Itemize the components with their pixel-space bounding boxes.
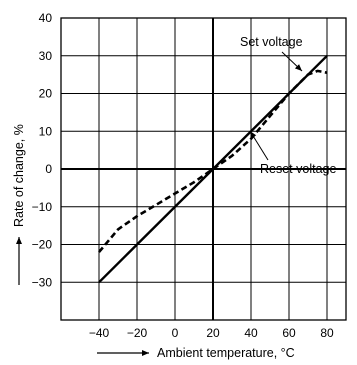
y-tick-label: 0: [45, 162, 52, 176]
x-tick-label: −40: [89, 326, 110, 340]
x-tick-label: 40: [244, 326, 258, 340]
annotation-set-voltage-leader: [281, 51, 303, 72]
y-tick-label: 40: [39, 11, 53, 25]
x-tick-label: 60: [282, 326, 296, 340]
x-tick-label: 20: [206, 326, 220, 340]
x-tick-label: −20: [127, 326, 148, 340]
y-tick-label: −30: [32, 275, 53, 289]
axis-titles: Ambient temperature, °C Rate of change, …: [12, 124, 295, 360]
series-layer: [98, 54, 328, 284]
x-tick-label: 80: [320, 326, 334, 340]
x-tick-label: 0: [172, 326, 179, 340]
annotation-reset-voltage-leader: [249, 130, 269, 161]
series-line-reset-voltage: [98, 69, 328, 253]
annotations: Set voltage Reset voltage: [240, 35, 336, 176]
y-tick-label: 20: [39, 87, 53, 101]
annotation-set-voltage: Set voltage: [240, 35, 303, 49]
y-tick-label: 10: [39, 124, 53, 138]
x-axis-title: Ambient temperature, °C: [157, 346, 295, 360]
y-tick-label: −10: [32, 200, 53, 214]
annotation-reset-voltage: Reset voltage: [260, 162, 336, 176]
y-axis-title: Rate of change, %: [12, 124, 26, 227]
y-tick-label: −20: [32, 238, 53, 252]
tick-labels: −40 −20 0 20 40 60 80 −30 −20 −10 0 10 20 30 40: [32, 11, 334, 340]
y-tick-label: 30: [39, 49, 53, 63]
